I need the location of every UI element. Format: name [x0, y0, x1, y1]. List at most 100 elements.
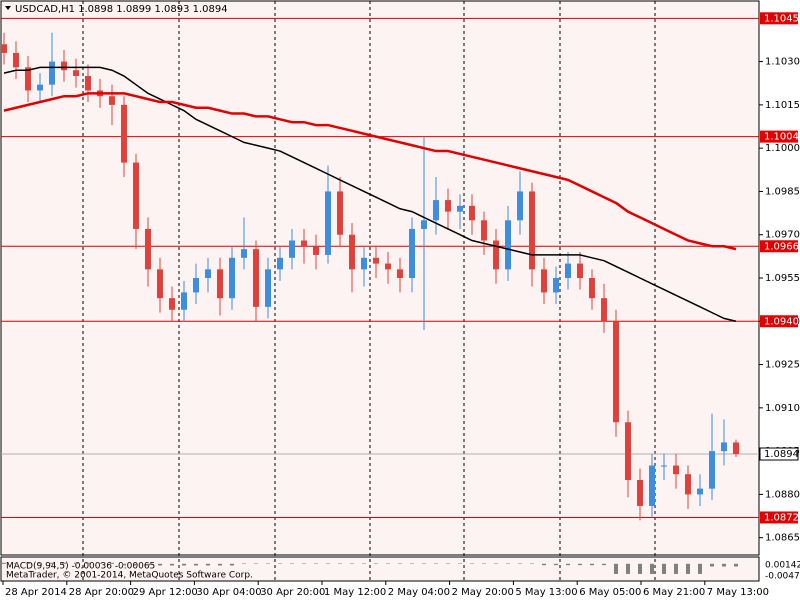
candle-body: [133, 162, 139, 229]
moving-average: [3, 92, 737, 251]
candle-body: [493, 240, 499, 270]
candle-body: [433, 200, 439, 221]
menu-arrow[interactable]: [5, 6, 11, 10]
x-tick-label: 5 May 13:00: [515, 587, 577, 598]
y-tick-label: 1.0970: [765, 230, 800, 241]
macd-bar: [590, 563, 594, 566]
candle-body: [613, 321, 619, 423]
candle-body: [241, 249, 247, 258]
x-tick-label: 7 May 13:00: [707, 587, 769, 598]
macd-bar: [134, 563, 138, 566]
macd-bar: [698, 563, 702, 574]
candle-body: [325, 191, 331, 255]
x-tick-label: 28 Apr 20:00: [69, 587, 134, 598]
x-tick-label: 29 Apr 12:00: [133, 587, 198, 598]
y-tick-label: 1.0955: [765, 273, 800, 284]
macd-bar: [110, 562, 114, 564]
level-tag: [760, 511, 798, 524]
candle-body: [673, 465, 679, 475]
x-tick-label: 6 May 21:00: [643, 587, 705, 598]
candle-body: [253, 249, 259, 307]
macd-bar: [458, 563, 462, 564]
macd-bar: [350, 563, 354, 564]
macd-bar: [326, 563, 330, 564]
candle-body: [409, 228, 415, 278]
level-tag: [760, 315, 798, 328]
candle-body: [505, 220, 511, 270]
y-tick-label: 1.1030: [765, 57, 800, 68]
candle-body: [637, 479, 643, 506]
candle-body: [61, 61, 67, 71]
candle-body: [373, 257, 379, 264]
macd-bar: [158, 563, 162, 566]
candle-body: [73, 70, 79, 77]
macd-bar: [230, 563, 234, 566]
chart-title: USDCAD,H1 1.0898 1.0899 1.0893 1.0894: [15, 4, 228, 15]
candle-body: [85, 76, 91, 91]
level-tag: [760, 130, 798, 143]
macd-bar: [506, 563, 510, 564]
macd-bar: [398, 563, 402, 564]
candle-body: [229, 257, 235, 299]
macd-bar: [614, 563, 618, 574]
macd-bar: [470, 563, 474, 564]
x-tick-label: 6 May 05:00: [579, 587, 641, 598]
macd-bar: [566, 563, 570, 566]
candle-body: [157, 269, 163, 299]
macd-bar: [254, 563, 258, 564]
candle-body: [481, 220, 487, 241]
macd-bar: [170, 563, 174, 566]
candle-body: [265, 269, 271, 307]
y-tick-label: 1.0985: [765, 186, 800, 197]
candle-body: [601, 298, 607, 322]
macd-bar: [74, 562, 78, 564]
candle-body: [205, 269, 211, 278]
candle-body: [445, 200, 451, 212]
candle-body: [385, 263, 391, 270]
level-label: 1.0940: [764, 316, 799, 327]
candle-body: [661, 465, 667, 467]
macd-bar: [278, 563, 282, 564]
macd-bar: [602, 563, 606, 566]
level-tag: [760, 12, 798, 25]
macd-bar: [722, 563, 726, 567]
day-separators: [82, 1, 656, 581]
candle-body: [25, 67, 31, 91]
macd-bar: [290, 563, 294, 564]
macd-bar: [662, 563, 666, 574]
macd-bar: [686, 563, 690, 574]
macd-bar: [302, 563, 306, 564]
candle-body: [361, 257, 367, 270]
macd-bar: [182, 563, 186, 566]
macd-bar: [14, 562, 18, 564]
macd-bar: [638, 563, 642, 574]
macd-bar: [578, 563, 582, 566]
candle-body: [37, 84, 43, 91]
macd-bar: [122, 563, 126, 566]
candle-body: [577, 263, 583, 278]
candle-body: [649, 465, 655, 506]
macd-bar: [98, 562, 102, 564]
macd-bar: [62, 562, 66, 564]
y-tick-label: 1.1000: [765, 143, 800, 154]
level-tag: [760, 240, 798, 253]
macd-bar: [266, 563, 270, 564]
y-tick-label: 1.0880: [765, 489, 800, 500]
candle-body: [49, 61, 55, 85]
macd-bar: [674, 563, 678, 574]
macd-label: MACD(9,94,5) -0.00036 -0.00065: [6, 562, 155, 572]
macd-tick-label: -0.00479: [765, 572, 800, 582]
candle-body: [121, 104, 127, 163]
candle-body: [733, 442, 739, 455]
macd-bar: [2, 562, 6, 564]
candle-body: [421, 220, 427, 229]
macd-bar: [38, 562, 42, 564]
candle-body: [397, 269, 403, 278]
candle-body: [217, 269, 223, 299]
level-label: 1.1004: [764, 132, 799, 143]
level-label: 1.0872: [764, 512, 799, 523]
macd-bar: [386, 563, 390, 564]
macd-bar: [710, 563, 714, 567]
macd-bar: [530, 563, 534, 564]
candle-body: [589, 278, 595, 299]
